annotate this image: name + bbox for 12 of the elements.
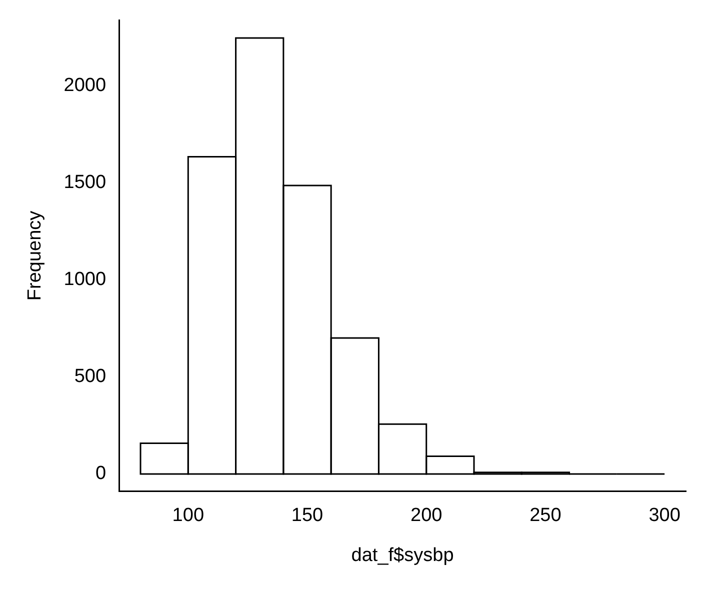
x-axis-title: dat_f$sysbp [351, 544, 454, 566]
y-tick-label: 500 [74, 366, 106, 388]
y-axis-title: Frequency [24, 210, 46, 301]
y-tick-label: 1500 [64, 172, 106, 194]
y-tick-label: 1000 [64, 269, 106, 290]
y-tick-label: 2000 [64, 75, 106, 96]
x-tick-label: 100 [172, 505, 204, 526]
x-tick-label: 150 [291, 505, 324, 526]
x-tick-label: 250 [530, 505, 562, 526]
x-tick-label: 200 [410, 505, 442, 526]
x-tick-label: 300 [648, 505, 680, 526]
y-tick-label: 0 [95, 463, 106, 484]
